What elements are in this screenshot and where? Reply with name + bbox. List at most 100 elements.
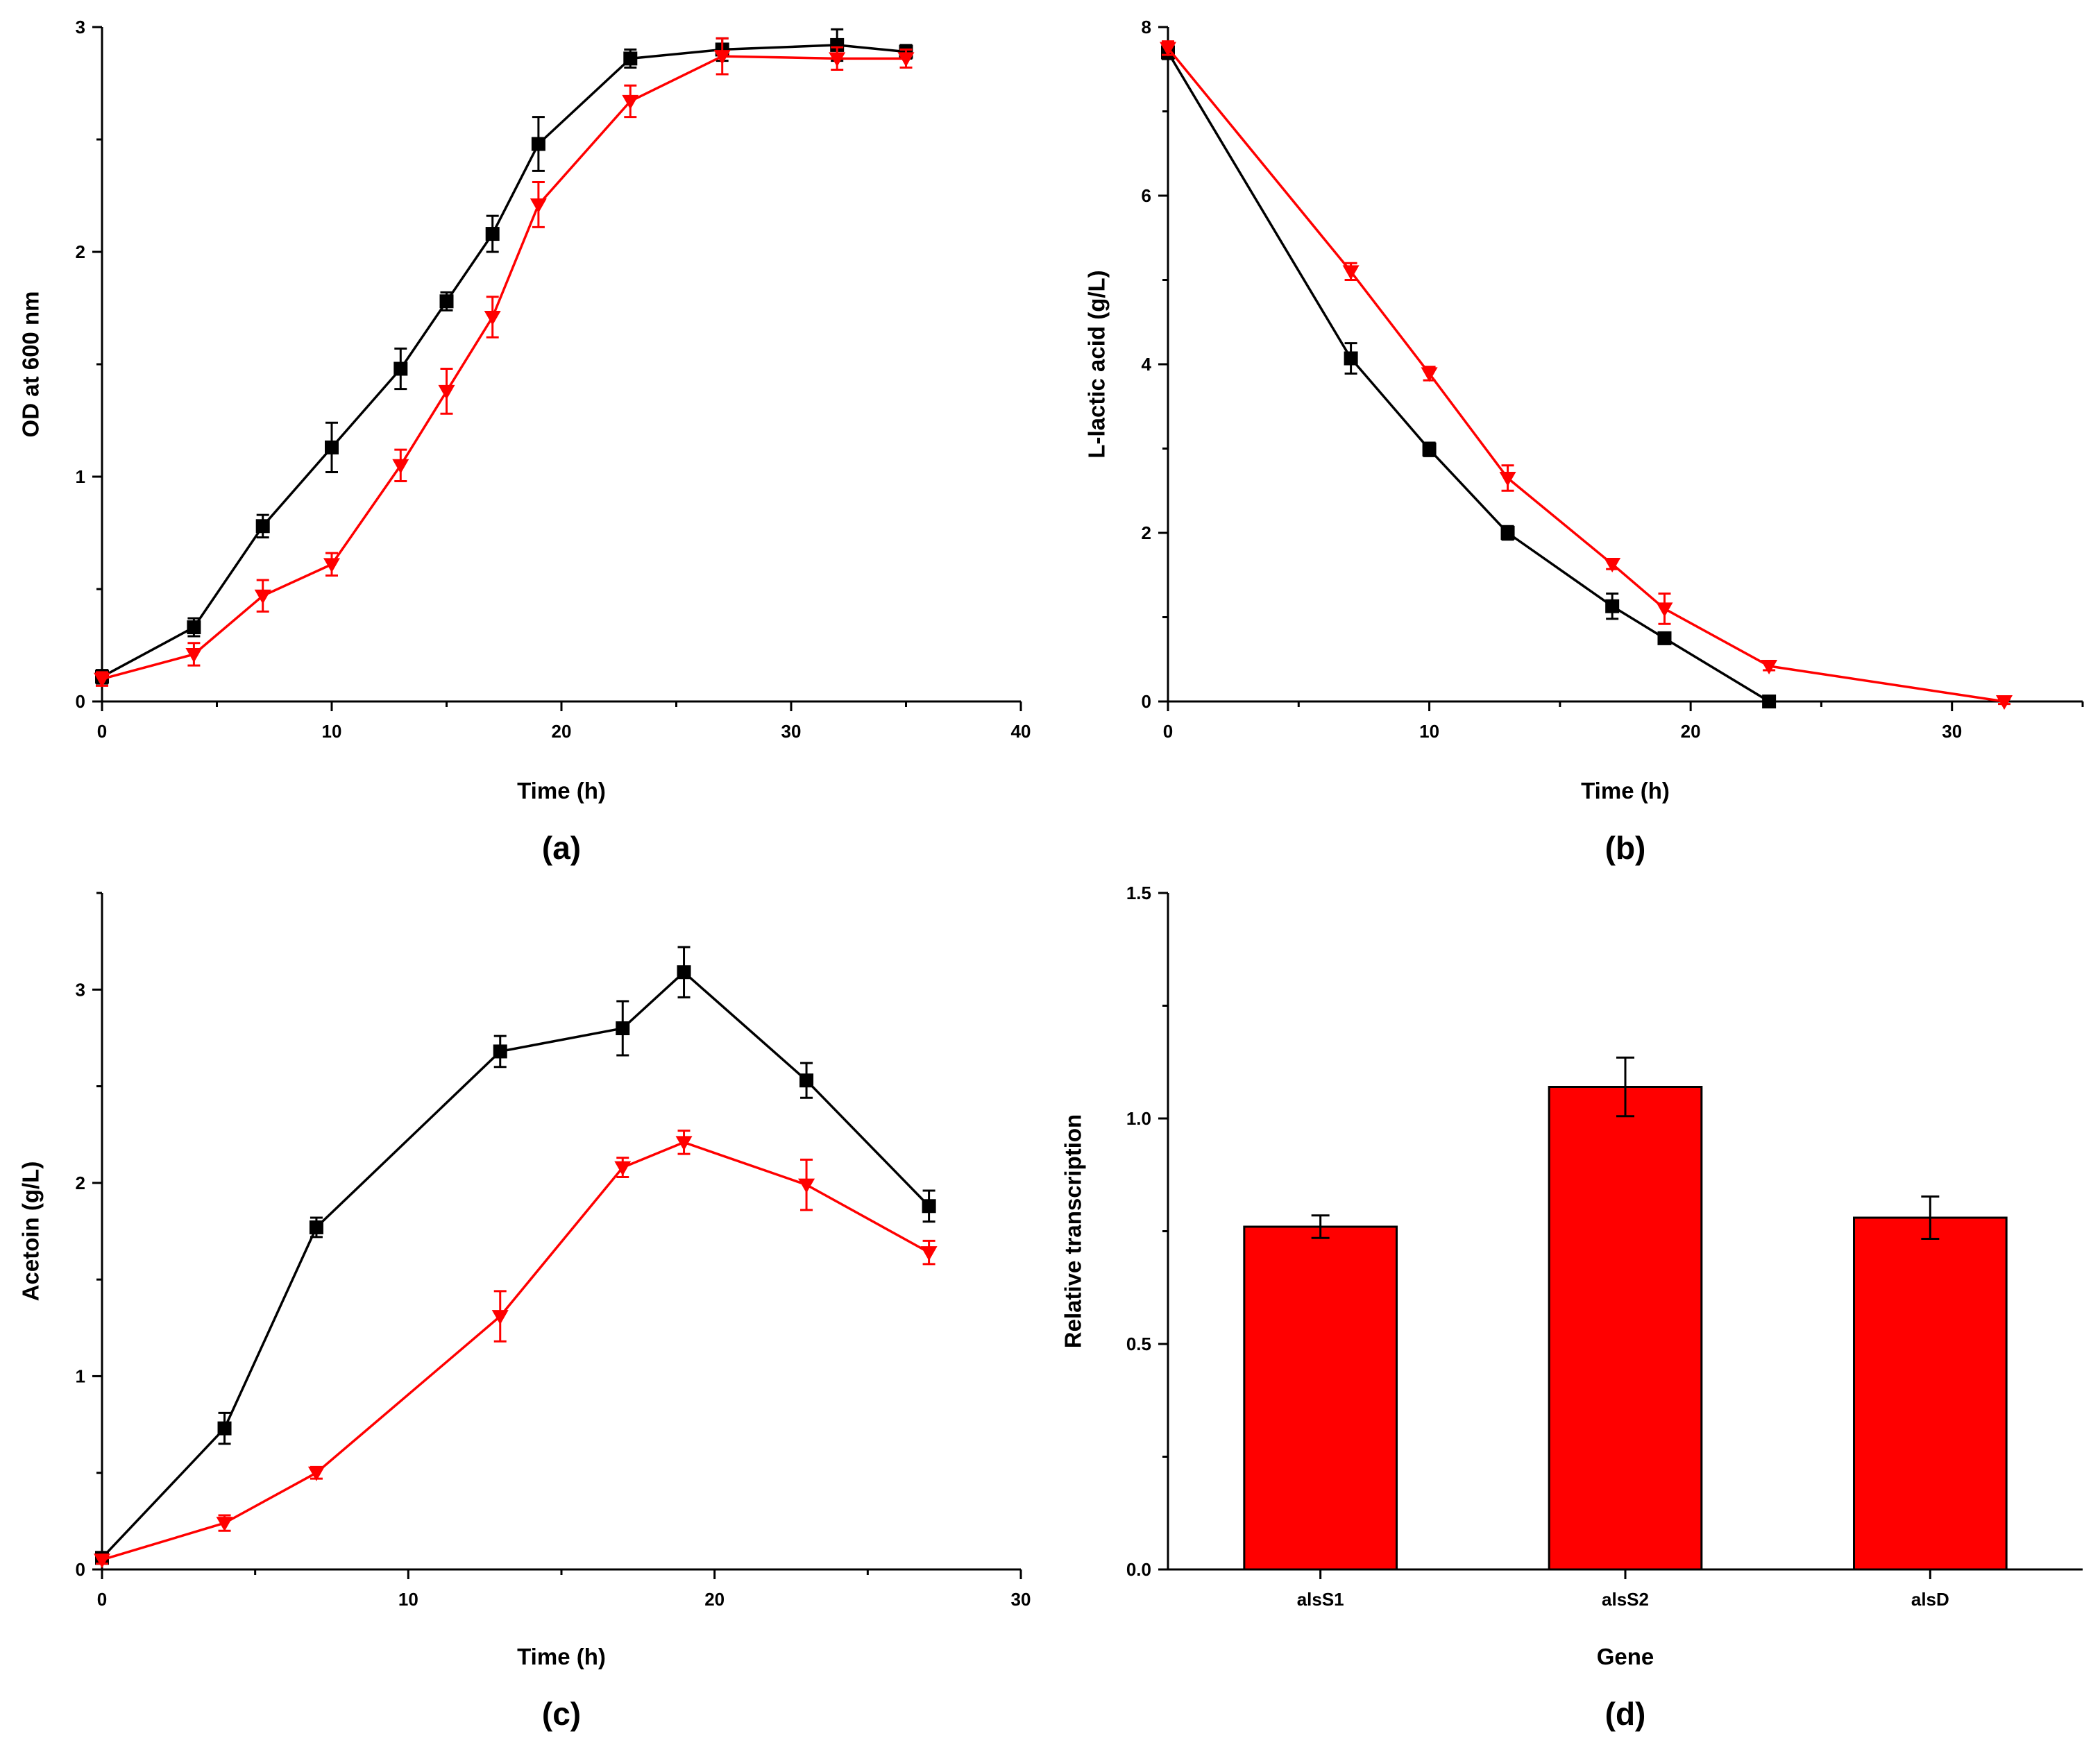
series-1-point [255, 519, 270, 534]
chart-panel-b: 0 2 4 6 8 0 10 20 30 Time (h) L-lactic acid (g/L) (… [1084, 17, 2084, 866]
series-1-point [1344, 351, 1358, 366]
chart-panel-d: 0.0 0.5 1.0 1.5 alsS1 alsS2 alsD Gene Relative t… [1060, 883, 2083, 1732]
series-1-point [677, 965, 691, 980]
series-1-line [101, 971, 930, 1559]
x-category-label: alsS1 [1297, 1589, 1344, 1610]
series-2-point [323, 558, 340, 573]
bar-error-bar-alsD [1921, 1195, 1940, 1241]
x-tick-label: 10 [322, 721, 342, 742]
x-axis-title: Time (h) [517, 1644, 606, 1669]
series-2-point [1604, 557, 1621, 572]
series-1-point [493, 1044, 507, 1059]
series-1-point [623, 51, 638, 66]
series-2-point [438, 384, 455, 400]
series-1 [95, 946, 936, 1565]
x-tick-label: 10 [398, 1589, 418, 1610]
y-tick-label: 2 [76, 241, 85, 262]
y-axis-title: L-lactic acid (g/L) [1084, 270, 1110, 458]
y-tick-label: 0 [76, 691, 85, 712]
bar-error-bar-alsS2 [1616, 1056, 1634, 1118]
series-2-point [1656, 602, 1673, 618]
y-tick-label: 1 [76, 466, 85, 487]
series-1-point [616, 1021, 630, 1035]
x-axis-title: Time (h) [1581, 778, 1670, 803]
series-2-point [1996, 695, 2013, 710]
y-tick-label: 1 [76, 1365, 85, 1386]
y-tick-label: 0 [1142, 691, 1151, 712]
series-1-line [101, 44, 906, 678]
x-tick-label: 20 [1681, 721, 1701, 742]
y-tick-label: 3 [76, 979, 85, 1000]
x-category-label: alsD [1911, 1589, 1949, 1610]
series-2-point [829, 52, 846, 67]
series-1 [1161, 44, 1777, 708]
y-axis-title: Acetoin (g/L) [18, 1161, 44, 1302]
series-2-point [798, 1178, 815, 1193]
x-tick-label: 0 [1163, 721, 1173, 742]
series-2-line [101, 1141, 930, 1561]
bar-alsS1 [1243, 1225, 1398, 1571]
x-tick-label: 0 [97, 1589, 107, 1610]
series-2-point [216, 1517, 233, 1532]
x-tick-label: 40 [1011, 721, 1031, 742]
bar-alsD [1853, 1216, 2008, 1571]
y-tick-label: 6 [1142, 185, 1151, 206]
series-2-point [94, 1554, 110, 1569]
bar-alsS2 [1548, 1086, 1703, 1571]
series-2 [94, 1130, 938, 1569]
series-1-point [1500, 526, 1515, 540]
y-tick-label: 2 [1142, 522, 1151, 543]
series-2-line [101, 55, 906, 681]
panel-label: (c) [542, 1696, 581, 1732]
x-tick-label: 30 [1942, 721, 1962, 742]
panel-label: (b) [1605, 830, 1646, 866]
x-tick-label: 20 [552, 721, 572, 742]
panel-label: (a) [542, 830, 581, 866]
y-tick-label: 1.5 [1126, 883, 1151, 903]
series-1-point [485, 227, 500, 241]
series-1-point [309, 1220, 323, 1234]
y-tick-label: 8 [1142, 17, 1151, 37]
series-2-point [1499, 472, 1516, 487]
y-tick-label: 0 [76, 1559, 85, 1580]
series-1-point [325, 440, 339, 454]
bar-error-bar-alsS1 [1311, 1214, 1330, 1239]
y-tick-label: 4 [1142, 354, 1152, 375]
series-2-point [622, 94, 639, 110]
series-1-point [799, 1073, 814, 1088]
series-2-point [185, 647, 203, 663]
series-2-point [920, 1246, 938, 1261]
series-1-point [1762, 695, 1777, 708]
series-2 [1160, 40, 2013, 710]
y-tick-label: 1.0 [1126, 1108, 1151, 1129]
series-2-point [675, 1136, 693, 1151]
y-axis-title: OD at 600 nm [18, 291, 44, 438]
series-2-point [1160, 42, 1176, 57]
x-axis-title: Time (h) [517, 778, 606, 803]
series-2-point [1342, 265, 1360, 280]
x-category-label: alsS2 [1602, 1589, 1649, 1610]
series-2-point [897, 52, 915, 67]
series-2-point [484, 310, 501, 325]
y-tick-label: 3 [76, 17, 85, 37]
series-1-point [1657, 631, 1672, 645]
panel-label: (d) [1605, 1696, 1646, 1732]
x-tick-label: 0 [97, 721, 107, 742]
series-2-point [713, 50, 731, 65]
series-2-point [392, 459, 409, 474]
x-tick-label: 30 [781, 721, 802, 742]
series-2-line [1167, 47, 2005, 703]
series-2-point [94, 672, 110, 688]
series-2 [94, 37, 915, 688]
series-1-point [531, 137, 545, 151]
x-tick-label: 20 [704, 1589, 725, 1610]
series-2-point [1761, 659, 1778, 674]
series-2-point [307, 1466, 325, 1481]
series-1-point [187, 620, 201, 635]
x-tick-label: 30 [1011, 1589, 1031, 1610]
series-2-point [614, 1161, 632, 1176]
series-1-point [393, 361, 408, 376]
